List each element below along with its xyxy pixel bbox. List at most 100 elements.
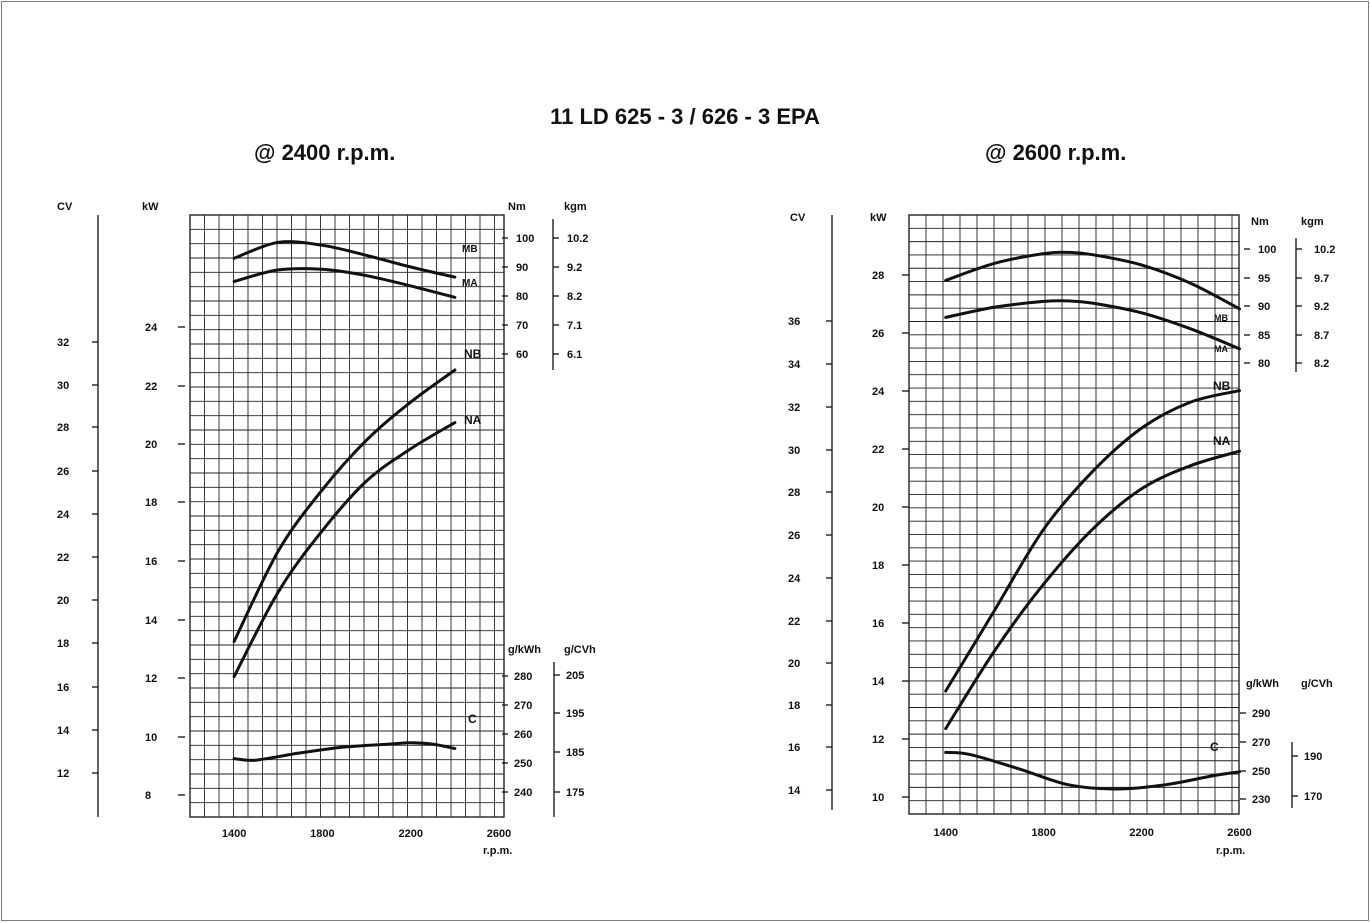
right-kw-tick-label: 14 bbox=[872, 676, 885, 688]
right-axis-header-gcvh: g/CVh bbox=[1301, 678, 1333, 690]
left-x-tick-label: 2200 bbox=[398, 828, 422, 840]
right-cv-tick-label: 14 bbox=[788, 785, 801, 797]
right-kw-tick-label: 16 bbox=[872, 618, 884, 630]
right-chart: 1400 1800 2200 2600 r.p.m. CV kW Nm kgm g/kWh g/CV… bbox=[788, 212, 1335, 857]
left-cv-tick-label: 18 bbox=[57, 638, 69, 650]
right-kw-tick-label: 28 bbox=[872, 270, 884, 282]
right-kgm-tick-label: 10.2 bbox=[1314, 244, 1335, 256]
right-cv-tick-label: 16 bbox=[788, 742, 800, 754]
left-curve-mb bbox=[232, 240, 457, 279]
right-cv-tick-label: 30 bbox=[788, 445, 800, 457]
left-kgm-tick-label: 7.1 bbox=[567, 320, 582, 332]
left-cv-tick-label: 20 bbox=[57, 595, 69, 607]
left-curve-label-mb: MB bbox=[462, 244, 478, 255]
left-cv-tick-label: 26 bbox=[57, 466, 69, 478]
left-kgm-tick-label: 10.2 bbox=[567, 233, 588, 245]
left-axis-header-gkwh: g/kWh bbox=[508, 644, 541, 656]
right-cv-tick-label: 36 bbox=[788, 316, 800, 328]
right-curve-na bbox=[944, 449, 1241, 731]
right-cv-tick-label: 20 bbox=[788, 658, 800, 670]
right-curve-label-mb: MB bbox=[1214, 313, 1228, 323]
left-cv-tick-label: 22 bbox=[57, 552, 69, 564]
left-x-tick-label: 2600 bbox=[487, 828, 511, 840]
right-x-tick-label: 2600 bbox=[1227, 827, 1251, 839]
left-kw-tick-label: 16 bbox=[145, 556, 157, 568]
left-gkwh-tick-label: 240 bbox=[514, 787, 532, 799]
right-x-tick-label: 1800 bbox=[1031, 827, 1055, 839]
right-cv-tick-label: 26 bbox=[788, 530, 800, 542]
right-grid bbox=[908, 214, 1240, 815]
right-cv-tick-label: 18 bbox=[788, 700, 800, 712]
left-chart: 1400 1800 2200 2600 r.p.m. CV kW Nm kgm g/kWh g/CV… bbox=[57, 201, 596, 857]
left-kw-tick-label: 12 bbox=[145, 673, 157, 685]
right-cv-tick-label: 22 bbox=[788, 616, 800, 628]
left-axis-header-gcvh: g/CVh bbox=[564, 644, 596, 656]
right-x-tick-label: 2200 bbox=[1129, 827, 1153, 839]
right-gkwh-tick-label: 250 bbox=[1252, 766, 1270, 778]
left-x-tick-label: 1400 bbox=[222, 828, 246, 840]
left-kgm-tick-label: 8.2 bbox=[567, 291, 582, 303]
left-cv-tick-label: 16 bbox=[57, 682, 69, 694]
right-axis-header-nm: Nm bbox=[1251, 216, 1269, 228]
right-gkwh-tick-label: 290 bbox=[1252, 708, 1270, 720]
left-axis-header-cv: CV bbox=[57, 201, 73, 213]
right-curve-label-na: NA bbox=[1213, 434, 1231, 448]
chart-title: 11 LD 625 - 3 / 626 - 3 EPA bbox=[550, 104, 820, 129]
left-curve-nb bbox=[232, 368, 457, 643]
right-axis-header-gkwh: g/kWh bbox=[1246, 678, 1279, 690]
left-kgm-tick-label: 9.2 bbox=[567, 262, 582, 274]
right-nm-tick-label: 100 bbox=[1258, 244, 1276, 256]
left-chart-subtitle: @ 2400 r.p.m. bbox=[254, 140, 396, 165]
right-cv-tick-label: 34 bbox=[788, 359, 801, 371]
left-curve-na bbox=[232, 421, 457, 678]
right-plot-frame bbox=[908, 214, 1240, 815]
left-curve-label-c: C bbox=[468, 712, 477, 726]
left-gkwh-tick-label: 270 bbox=[514, 700, 532, 712]
left-axis-header-kw: kW bbox=[142, 201, 159, 213]
left-gcvh-tick-label: 185 bbox=[566, 747, 584, 759]
right-nm-tick-label: 85 bbox=[1258, 330, 1270, 342]
right-axis-header-kgm: kgm bbox=[1301, 216, 1324, 228]
left-curve-label-nb: NB bbox=[464, 347, 482, 361]
left-gcvh-tick-label: 205 bbox=[566, 670, 584, 682]
right-curve-label-ma: MA bbox=[1214, 344, 1228, 354]
right-gcvh-tick-label: 190 bbox=[1304, 751, 1322, 763]
right-kgm-tick-label: 8.7 bbox=[1314, 330, 1329, 342]
left-nm-tick-label: 70 bbox=[516, 320, 528, 332]
right-kw-tick-label: 20 bbox=[872, 502, 884, 514]
right-curve-c bbox=[944, 750, 1241, 791]
left-gcvh-tick-label: 175 bbox=[566, 787, 584, 799]
left-curve-label-na: NA bbox=[464, 413, 482, 427]
left-nm-tick-label: 90 bbox=[516, 262, 528, 274]
right-kgm-tick-label: 9.2 bbox=[1314, 301, 1329, 313]
left-gcvh-tick-label: 195 bbox=[566, 708, 584, 720]
right-x-axis-label: r.p.m. bbox=[1216, 845, 1245, 857]
left-nm-tick-label: 60 bbox=[516, 349, 528, 361]
left-curve-label-ma: MA bbox=[462, 278, 478, 289]
left-kw-tick-label: 24 bbox=[145, 322, 158, 334]
right-kw-tick-label: 22 bbox=[872, 444, 884, 456]
right-axis-header-cv: CV bbox=[790, 212, 806, 224]
right-kw-tick-label: 24 bbox=[872, 386, 885, 398]
right-curve-label-nb: NB bbox=[1213, 379, 1231, 393]
right-axis-header-kw: kW bbox=[870, 212, 887, 224]
right-curve-mb bbox=[944, 250, 1241, 311]
left-kw-tick-label: 18 bbox=[145, 497, 157, 509]
right-curve-ma bbox=[944, 299, 1241, 351]
right-nm-tick-label: 80 bbox=[1258, 358, 1270, 370]
left-x-tick-label: 1800 bbox=[310, 828, 334, 840]
right-chart-subtitle: @ 2600 r.p.m. bbox=[985, 140, 1127, 165]
right-cv-tick-label: 32 bbox=[788, 402, 800, 414]
left-x-axis-label: r.p.m. bbox=[483, 845, 512, 857]
left-curve-ma bbox=[232, 267, 457, 299]
right-kw-tick-label: 26 bbox=[872, 328, 884, 340]
right-gkwh-tick-label: 270 bbox=[1252, 737, 1270, 749]
left-kw-tick-label: 20 bbox=[145, 439, 157, 451]
left-nm-tick-label: 80 bbox=[516, 291, 528, 303]
right-gkwh-tick-label: 230 bbox=[1252, 794, 1270, 806]
left-axis-header-nm: Nm bbox=[508, 201, 526, 213]
left-cv-tick-label: 14 bbox=[57, 725, 70, 737]
left-gkwh-tick-label: 250 bbox=[514, 758, 532, 770]
